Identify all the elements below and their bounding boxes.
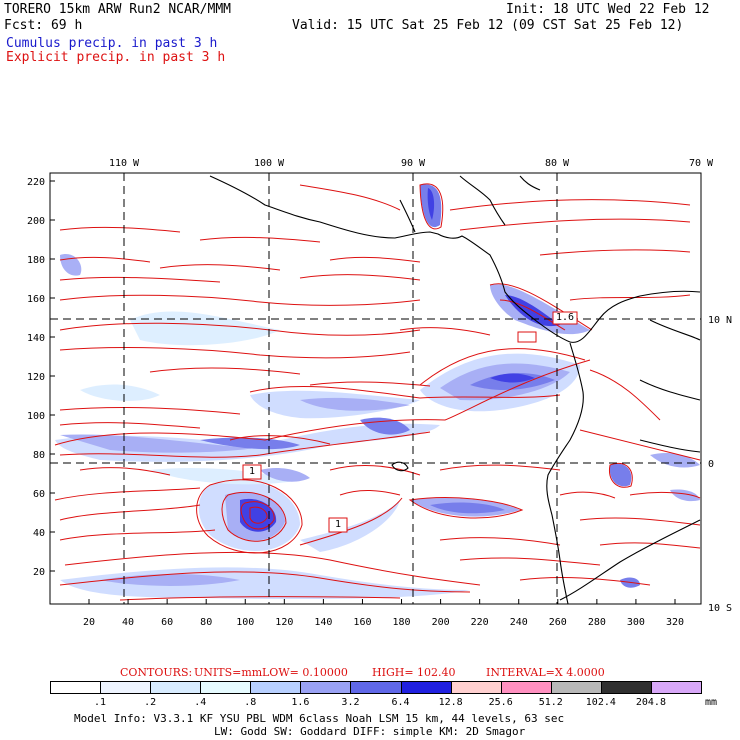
colorbar-label: 102.4 <box>585 697 616 708</box>
lon-label: 100 W <box>254 158 285 169</box>
colorbar-label: 6.4 <box>391 697 410 708</box>
colorbar-swatch <box>350 681 402 694</box>
colorbar-swatch <box>400 681 452 694</box>
y-tick-label: 160 <box>27 294 45 305</box>
colorbar-label: .4 <box>194 697 207 708</box>
colorbar-label: 3.2 <box>341 697 360 708</box>
physics-info: LW: Godd SW: Goddard DIFF: simple KM: 2D… <box>214 725 526 738</box>
x-tick-label: 180 <box>392 617 410 628</box>
colorbar-swatch <box>100 681 152 694</box>
contour-label: 1 <box>335 519 342 530</box>
colorbar-swatch <box>50 681 102 694</box>
x-tick-label: 120 <box>275 617 293 628</box>
lon-label: 70 W <box>689 158 714 169</box>
colorbar-swatch <box>550 681 602 694</box>
lat-label: 10 N <box>708 315 732 326</box>
x-tick-label: 80 <box>200 617 212 628</box>
contours-units: UNITS=mm <box>194 666 263 679</box>
x-tick-label: 240 <box>510 617 528 628</box>
x-tick-label: 40 <box>122 617 134 628</box>
lon-label: 110 W <box>109 158 140 169</box>
contour-label-boxes <box>242 311 578 533</box>
colorbar-swatch <box>200 681 252 694</box>
contour-label: 1 <box>249 466 256 477</box>
y-tick-label: 60 <box>33 489 45 500</box>
coastlines <box>209 175 701 604</box>
colorbar-swatch <box>300 681 352 694</box>
x-tick-label: 60 <box>161 617 173 628</box>
y-tick-label: 20 <box>33 567 45 578</box>
lon-label: 80 W <box>545 158 570 169</box>
contours-label: CONTOURS: <box>120 666 193 679</box>
contours-high: HIGH= 102.40 <box>372 666 456 679</box>
x-tick-label: 260 <box>549 617 567 628</box>
x-tick-label: 280 <box>588 617 606 628</box>
lon-label: 90 W <box>401 158 426 169</box>
x-tick-label: 140 <box>314 617 332 628</box>
cumulus-precip-shading <box>55 184 700 600</box>
x-tick-label: 300 <box>627 617 645 628</box>
x-tick-label: 320 <box>666 617 684 628</box>
y-tick-label: 200 <box>27 216 45 227</box>
lat-lon-grid <box>50 173 701 604</box>
x-tick-label: 20 <box>83 617 95 628</box>
colorbar-swatch <box>500 681 552 694</box>
plot-frame <box>49 172 702 605</box>
x-tick-label: 220 <box>471 617 489 628</box>
y-tick-label: 40 <box>33 528 45 539</box>
x-tick-label: 100 <box>236 617 254 628</box>
colorbar-label: .8 <box>244 697 257 708</box>
colorbar-label: .1 <box>94 697 107 708</box>
colorbar-swatch <box>600 681 652 694</box>
y-tick-label: 80 <box>33 450 45 461</box>
x-tick-label: 160 <box>353 617 371 628</box>
y-tick-label: 220 <box>27 177 45 188</box>
colorbar-label: 204.8 <box>635 697 666 708</box>
legend-cumulus: Cumulus precip. in past 3 h <box>6 36 218 51</box>
valid-time: Valid: 15 UTC Sat 25 Feb 12 (09 CST Sat … <box>292 18 684 33</box>
lat-label: 0 <box>708 459 714 470</box>
lat-label: 10 S <box>708 603 732 614</box>
colorbar-label: 1.6 <box>291 697 310 708</box>
colorbar-swatch <box>450 681 502 694</box>
contours-interval: INTERVAL=X 4.0000 <box>486 666 605 679</box>
y-tick-label: 180 <box>27 255 45 266</box>
legend-explicit: Explicit precip. in past 3 h <box>6 50 226 65</box>
contour-label: 1.6 <box>556 312 575 323</box>
colorbar-swatch <box>150 681 202 694</box>
explicit-precip-contours <box>54 183 701 601</box>
forecast-hour: Fcst: 69 h <box>4 18 83 33</box>
x-tick-label: 200 <box>432 617 450 628</box>
y-tick-label: 120 <box>27 372 45 383</box>
colorbar-label: 25.6 <box>488 697 513 708</box>
model-info: Model Info: V3.3.1 KF YSU PBL WDM 6class… <box>74 712 565 725</box>
colorbar-label: 51.2 <box>538 697 563 708</box>
y-tick-label: 140 <box>27 333 45 344</box>
colorbar-swatch <box>650 681 702 694</box>
colorbar-swatch <box>250 681 302 694</box>
contours-low: LOW= 0.10000 <box>262 666 348 679</box>
colorbar-label: 12.8 <box>438 697 463 708</box>
colorbar-unit: mm <box>705 697 718 708</box>
init-time: Init: 18 UTC Wed 22 Feb 12 <box>506 2 710 17</box>
model-title: TORERO 15km ARW Run2 NCAR/MMM <box>4 2 231 17</box>
colorbar-label: .2 <box>144 697 157 708</box>
y-tick-label: 100 <box>27 411 45 422</box>
